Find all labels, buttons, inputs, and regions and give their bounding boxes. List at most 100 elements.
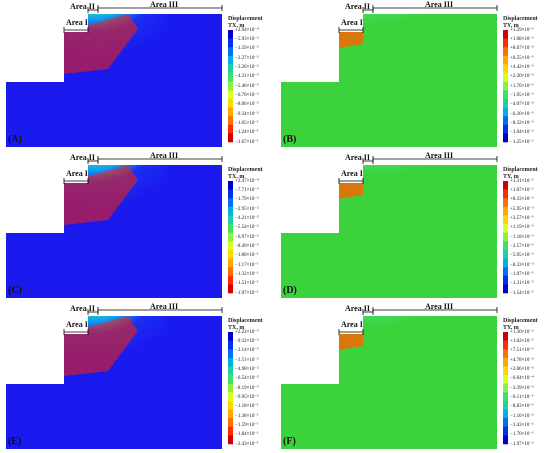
colorbar-tick-label: −1.38×10⁻¹ (235, 413, 259, 419)
colorbar-segment (228, 435, 233, 445)
colorbar-tick-label: −6.11×10⁻³ (510, 394, 534, 400)
colorbar-tick-label: −1.04×10⁻² (510, 130, 534, 136)
colorbar-tick-label: −8.19×10⁻² (235, 385, 259, 391)
colorbar-segment (503, 435, 508, 445)
colorbar-segment (228, 275, 233, 285)
panel-label: (D) (283, 285, 297, 296)
colorbar-segment (503, 124, 508, 134)
colorbar-tick-label: −1.05×10⁻¹ (235, 120, 259, 126)
colorbar-unit: TY, m (503, 174, 519, 180)
colorbar (503, 332, 508, 445)
colorbar-segment (228, 400, 233, 410)
contour-plot (281, 5, 498, 147)
colorbar (228, 30, 233, 143)
colorbar-tick-label: −4.31×10⁻² (235, 74, 259, 80)
colorbar-segment (503, 267, 508, 277)
colorbar-segment (228, 38, 233, 48)
heave-zone (339, 183, 363, 199)
colorbar-title: Displacement (503, 167, 538, 173)
area3-label: Area III (425, 302, 454, 311)
colorbar-segment (503, 349, 508, 359)
colorbar-segment (503, 426, 508, 436)
colorbar-tick-label: −1.97×10⁻² (510, 441, 534, 447)
colorbar-segment (503, 418, 508, 428)
colorbar-tick-label: −6.64×10⁻⁴ (510, 376, 534, 382)
colorbar-tick-label: −4.98×10⁻² (235, 366, 259, 372)
area2-label: Area II (70, 153, 95, 162)
colorbar-segment (503, 232, 508, 242)
colorbar-tick-label: −1.67×10⁻¹ (235, 139, 259, 145)
colorbar-segment (228, 90, 233, 100)
colorbar-tick-label: −1.84×10⁻¹ (235, 432, 259, 438)
colorbar-tick-label: −6.70×10⁻² (235, 92, 259, 98)
colorbar-tick-label: −1.54×10⁻² (510, 290, 534, 296)
colorbar-tick-label: +2.47×10⁻⁴ (235, 178, 259, 184)
contour-plot (281, 156, 498, 298)
colorbar-tick-label: −8.06×10⁻² (235, 102, 259, 108)
colorbar-tick-label: +4.42×10⁻³ (510, 64, 534, 70)
panel-e: Area I Area II Area III (E) Displacement TX, … (0, 302, 275, 453)
colorbar-segment (503, 90, 508, 100)
colorbar-segment (503, 189, 508, 199)
panel-f: Area I Area II Area III (F) Displacement TY, … (275, 302, 550, 453)
panel-label: (F) (283, 436, 296, 447)
heave-zone (339, 32, 363, 48)
colorbar-segment (228, 383, 233, 393)
colorbar-tick-label: −1.25×10⁻² (510, 139, 534, 145)
colorbar-tick-label: +7.51×10⁻³ (510, 348, 534, 354)
colorbar-segment (503, 116, 508, 126)
area3-label: Area III (150, 0, 179, 9)
colorbar-tick-label: −1.95×10⁻³ (510, 92, 534, 98)
colorbar-segment (228, 426, 233, 436)
colorbar-tick-label: +1.31×10⁻² (510, 178, 534, 184)
colorbar-tick-label: −5.46×10⁻² (235, 83, 259, 89)
colorbar-tick-label: +3.57×10⁻³ (510, 215, 534, 221)
colorbar-segment (503, 38, 508, 48)
colorbar-segment (503, 64, 508, 74)
colorbar-title: Displacement (503, 318, 538, 324)
colorbar-tick-label: +8.33×10⁻³ (510, 197, 534, 203)
colorbar-segment (503, 340, 508, 350)
colorbar-segment (503, 107, 508, 117)
domain-base (281, 316, 497, 449)
colorbar-tick-label: +2.22×10⁻⁵ (235, 329, 259, 335)
colorbar-tick-label: −5.95×10⁻³ (510, 253, 534, 259)
colorbar-segment (228, 224, 233, 233)
panel-a: Area I Area II Area III (A) Displacement TX, … (0, 0, 275, 151)
colorbar-segment (228, 258, 233, 268)
colorbar-unit: TX, m (228, 174, 245, 180)
colorbar-segment (228, 98, 233, 108)
settlement-zone (348, 14, 458, 34)
colorbar-segment (228, 47, 233, 57)
colorbar-tick-label: −1.32×10⁻¹ (235, 271, 259, 277)
colorbar (503, 30, 508, 143)
colorbar-segment (228, 267, 233, 277)
colorbar-tick-label: −1.24×10⁻¹ (235, 130, 259, 136)
colorbar-tick-label: −1.59×10⁻¹ (235, 422, 259, 428)
colorbar-tick-label: +1.29×10⁻³ (510, 27, 534, 33)
colorbar-tick-label: −8.33×10⁻³ (510, 262, 534, 268)
colorbar-tick-label: −1.51×10⁻¹ (235, 281, 259, 287)
area3-label: Area III (150, 151, 179, 160)
colorbar-segment (503, 392, 508, 402)
colorbar-tick-label: −1.18×10⁻³ (510, 234, 534, 240)
colorbar-tick-label: −1.59×10⁻² (235, 46, 259, 52)
colorbar-tick-label: −2.27×10⁻² (235, 55, 259, 61)
area2-label: Area II (345, 153, 370, 162)
colorbar-tick-label: +1.19×10⁻³ (510, 225, 534, 231)
colorbar-segment (503, 198, 508, 208)
colorbar-tick-label: −1.79×10⁻² (235, 197, 259, 203)
colorbar-segment (228, 81, 233, 91)
domain-base (281, 165, 497, 298)
colorbar-segment (228, 232, 233, 242)
colorbar-segment (228, 181, 233, 190)
colorbar-segment (228, 133, 233, 143)
colorbar (228, 181, 233, 294)
colorbar-tick-label: −9.34×10⁻² (235, 111, 259, 117)
colorbar-tick-label: −2.14×10⁻² (235, 348, 259, 354)
colorbar-unit: TX, m (228, 23, 245, 29)
colorbar-tick-label: −1.00×10⁻¹ (235, 253, 259, 259)
domain-base (281, 14, 497, 147)
colorbar-tick-label: −8.83×10⁻³ (510, 404, 534, 410)
area2-label: Area II (70, 304, 95, 313)
